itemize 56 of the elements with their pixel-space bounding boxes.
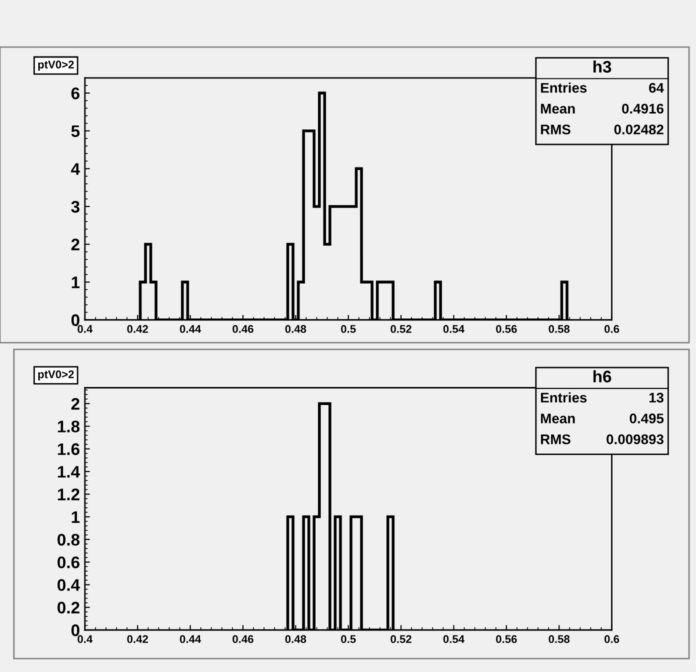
y-tick-label: 1.4 — [58, 466, 80, 478]
y-tick-label: 5 — [71, 125, 80, 138]
text: 0.4916 — [622, 104, 664, 114]
y-tick-label: 2 — [71, 238, 80, 250]
y-tick-label: 1.2 — [58, 488, 80, 500]
y-tick-label: 1.6 — [58, 443, 80, 456]
x-tick-label: 0.5 — [341, 325, 356, 333]
y-tick-label: 0.8 — [58, 534, 80, 546]
text: 64 — [649, 82, 664, 93]
x-tick-label: 0.48 — [285, 635, 306, 644]
y-tick-label: 0 — [71, 624, 80, 636]
y-tick-label: 4 — [71, 163, 80, 175]
text: 13 — [649, 392, 664, 403]
annotation: Mean — [541, 104, 575, 114]
x-tick-label: 0.5 — [341, 635, 356, 644]
x-tick-label: 0.4 — [78, 325, 93, 333]
chart-title: ptV0>2 — [38, 60, 74, 71]
x-tick-label: 0.56 — [496, 325, 517, 333]
annotation: Mean — [541, 414, 575, 424]
text: h3 — [593, 60, 612, 73]
y-tick-label: 1 — [72, 511, 80, 523]
x-tick-label: 0.42 — [127, 635, 148, 644]
x-tick-label: 0.4 — [78, 635, 93, 644]
y-tick-label: 0 — [71, 314, 80, 326]
x-tick-label: 0.58 — [548, 325, 570, 333]
y-tick-label: 3 — [71, 200, 80, 213]
annotation: 0.009893 — [606, 434, 664, 444]
y-tick-label: 2 — [71, 398, 80, 410]
x-tick-label: 0.46 — [232, 635, 254, 644]
x-tick-label: 0.54 — [443, 325, 464, 333]
y-tick-label: 1.8 — [58, 420, 80, 432]
x-tick-label: 0.6 — [604, 325, 620, 333]
annotation: Entries — [541, 82, 587, 93]
x-tick-label: 0.52 — [390, 635, 412, 644]
y-tick-label: 6 — [71, 87, 80, 100]
x-tick-label: 0.56 — [496, 635, 517, 644]
x-tick-label: 0.46 — [232, 325, 254, 333]
y-tick-label: 1 — [72, 276, 80, 288]
x-tick-label: 0.44 — [180, 635, 202, 644]
x-tick-label: 0.42 — [127, 325, 148, 333]
text: h6 — [593, 370, 612, 382]
y-tick-label: 0.4 — [58, 579, 80, 591]
annotation: Entries — [541, 392, 587, 403]
x-tick-label: 0.52 — [390, 325, 412, 333]
chart-title: ptV0>2 — [38, 370, 74, 380]
x-tick-label: 0.54 — [443, 635, 464, 644]
x-tick-label: 0.6 — [604, 635, 620, 644]
annotation: RMS — [541, 124, 570, 134]
y-tick-label: 0.6 — [58, 556, 80, 568]
x-tick-label: 0.48 — [285, 325, 306, 333]
y-tick-label: 0.2 — [58, 602, 80, 614]
text: 0.02482 — [614, 124, 664, 134]
text: 0.495 — [630, 414, 664, 424]
x-tick-label: 0.44 — [180, 325, 202, 333]
x-tick-label: 0.58 — [548, 635, 570, 644]
annotation: RMS — [541, 434, 570, 444]
